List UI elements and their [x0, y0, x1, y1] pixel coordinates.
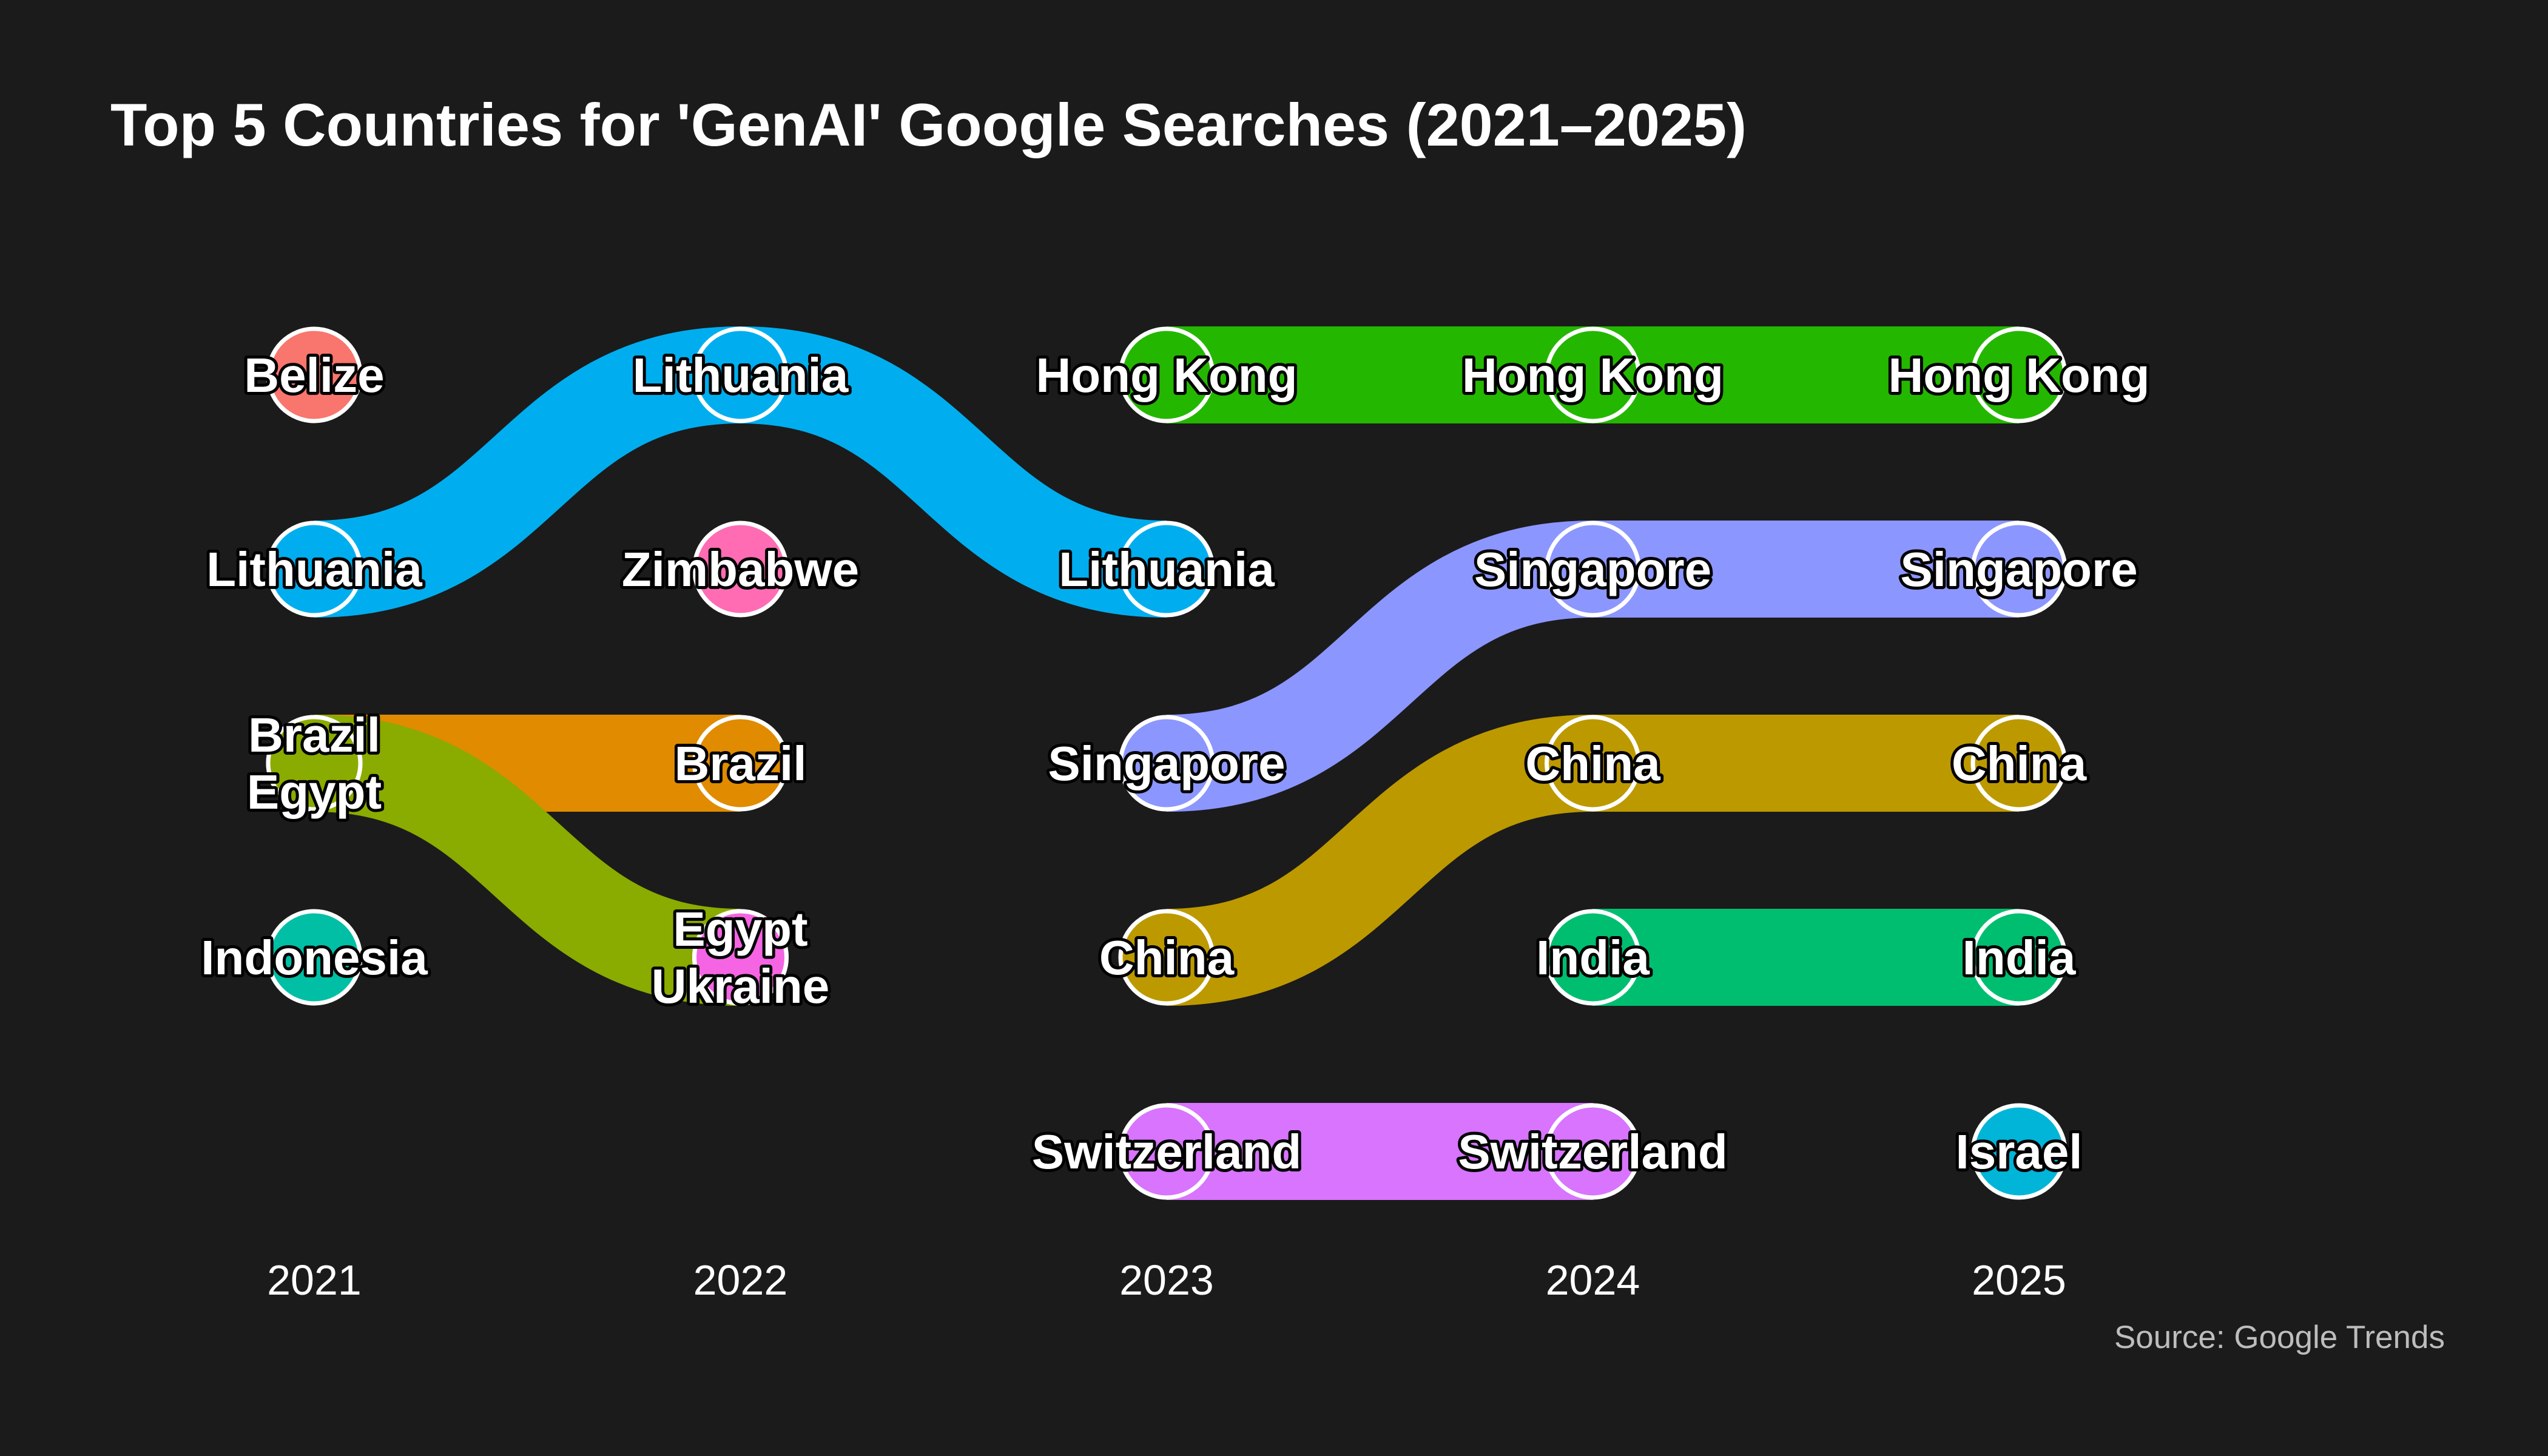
label-2024-rank-2: Singapore	[1474, 542, 1711, 596]
node-lithuania-2021	[266, 521, 363, 618]
label-2025-rank-1: Hong Kong	[1889, 348, 2150, 402]
node-india-2025	[1970, 909, 2068, 1006]
label-egypt-2022: Egypt	[673, 902, 807, 956]
label-2021-rank-2: Lithuania	[206, 542, 422, 596]
node-zimbabwe-2022	[692, 521, 789, 618]
year-label-2024: 2024	[1546, 1256, 1640, 1304]
node-china-2025	[1970, 715, 2068, 812]
label-2022-rank-4: Egypt Ukraine	[652, 902, 829, 1013]
node-hong-kong-2023	[1118, 326, 1215, 423]
label-2024-rank-5: Switzerland	[1458, 1125, 1728, 1179]
node-singapore-2025	[1970, 521, 2068, 618]
label-2023-rank-2: Lithuania	[1059, 542, 1275, 596]
label-ukraine-2022: Ukraine	[652, 959, 829, 1013]
node-ukraine-2022	[692, 909, 789, 1006]
rank-flows	[313, 326, 2019, 1200]
node-singapore-2024	[1545, 521, 1641, 618]
node-hong-kong-2024	[1545, 326, 1641, 423]
label-2021-rank-4: Indonesia	[201, 931, 428, 985]
label-2024-rank-4: India	[1536, 931, 1650, 985]
node-lithuania-2023	[1118, 521, 1215, 618]
node-indonesia-2021	[266, 909, 363, 1006]
label-2022-rank-1: Lithuania	[633, 348, 849, 402]
label-brazil-2021: Brazil	[248, 708, 380, 762]
label-2024-rank-3: China	[1525, 736, 1660, 790]
label-2023-rank-3: Singapore	[1048, 736, 1285, 790]
node-lithuania-2022	[692, 326, 789, 423]
label-2024-rank-1: Hong Kong	[1462, 348, 1724, 402]
node-egypt-2021	[266, 715, 363, 812]
label-2023-rank-5: Switzerland	[1032, 1125, 1302, 1179]
year-label-2023: 2023	[1119, 1256, 1214, 1304]
label-2022-rank-3: Brazil	[675, 736, 807, 790]
label-2022-rank-2: Zimbabwe	[622, 542, 859, 596]
flow-lithuania-2021-2022	[313, 326, 741, 618]
flow-china-2023-2024	[1165, 715, 1594, 1006]
flow-singapore-2023-2024	[1165, 521, 1594, 812]
node-hong-kong-2025	[1970, 326, 2068, 423]
label-2021-rank-1: Belize	[244, 348, 384, 402]
flow-egypt-2021-2022	[313, 715, 741, 1006]
node-switzerland-2024	[1545, 1103, 1641, 1200]
node-belize-2021	[266, 326, 363, 423]
node-india-2024	[1545, 909, 1641, 1006]
year-axis: 2021 2022 2023 2024 2025	[267, 1256, 2066, 1304]
node-brazil-2022	[692, 715, 789, 812]
source-note: Source: Google Trends	[2114, 1320, 2445, 1355]
label-2023-rank-1: Hong Kong	[1036, 348, 1298, 402]
label-2025-rank-2: Singapore	[1900, 542, 2137, 596]
year-label-2021: 2021	[267, 1256, 362, 1304]
node-china-2023	[1118, 909, 1215, 1006]
label-2023-rank-4: China	[1099, 931, 1235, 985]
flow-lithuania-2022-2023	[740, 326, 1168, 618]
node-china-2024	[1545, 715, 1641, 812]
rank-nodes	[266, 326, 2068, 1200]
label-2025-rank-4: India	[1963, 931, 2076, 985]
label-2021-rank-3: Brazil Egypt	[247, 708, 382, 819]
node-israel-2025	[1970, 1103, 2068, 1200]
year-label-2025: 2025	[1972, 1256, 2066, 1304]
label-2025-rank-5: Israel	[1955, 1125, 2082, 1179]
chart-title: Top 5 Countries for 'GenAI' Google Searc…	[110, 91, 1747, 158]
year-label-2022: 2022	[693, 1256, 788, 1304]
node-singapore-2023	[1118, 715, 1215, 812]
node-switzerland-2023	[1118, 1103, 1215, 1200]
label-2025-rank-3: China	[1952, 736, 2087, 790]
label-egypt-2021: Egypt	[247, 765, 382, 819]
